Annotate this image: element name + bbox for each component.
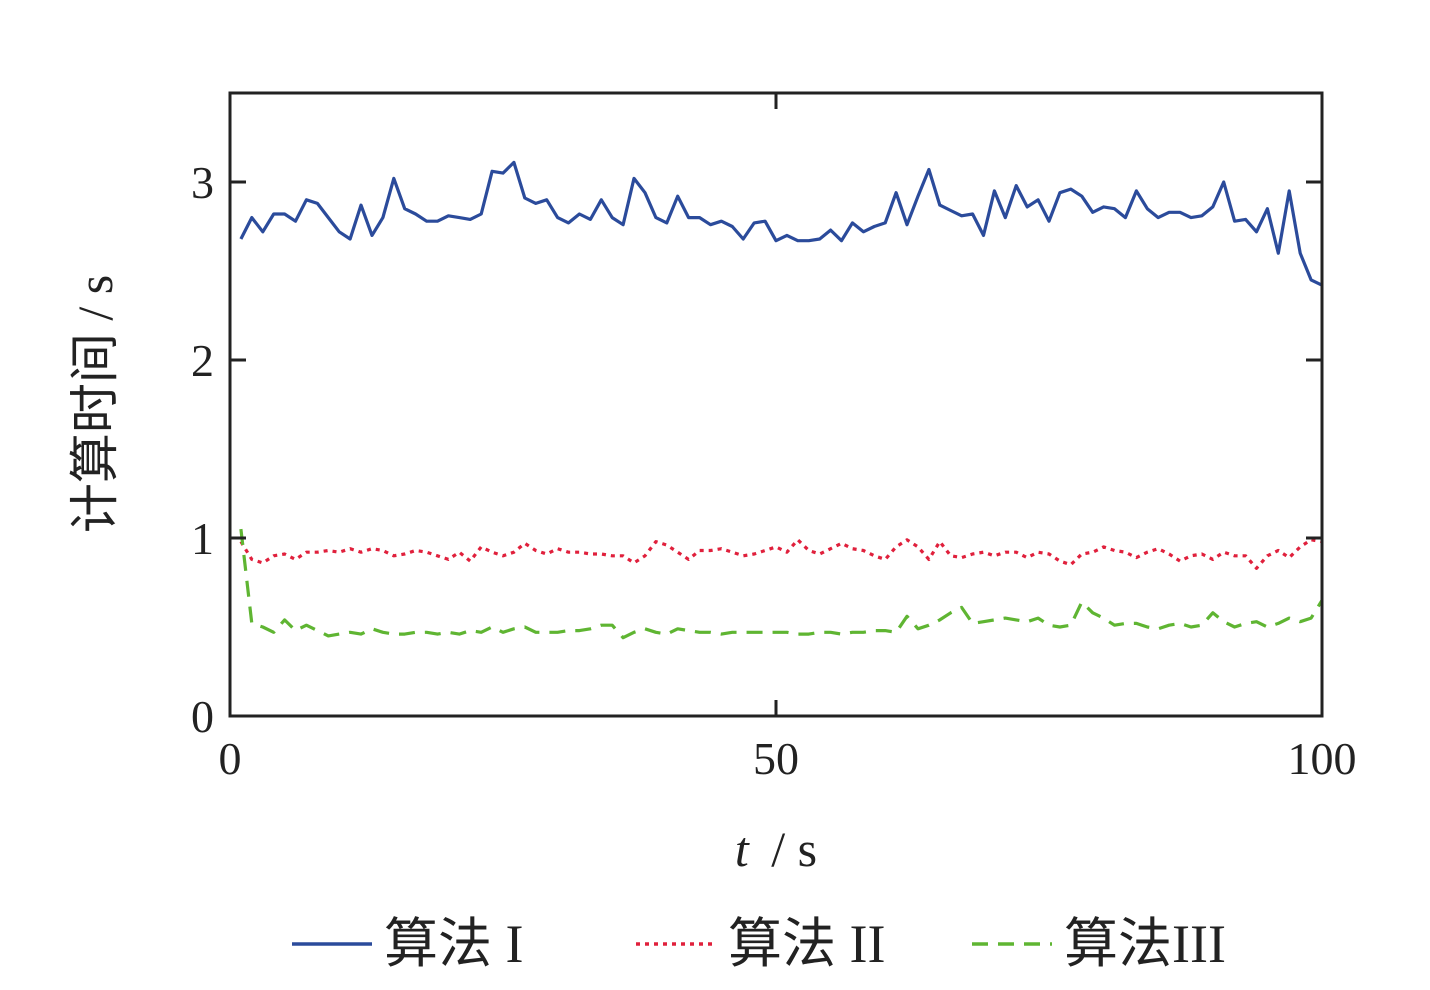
series-line-2 bbox=[239, 538, 1323, 570]
legend-label-2: 算法 II bbox=[728, 914, 885, 974]
y-axis-title: 计算时间 / s bbox=[67, 275, 123, 533]
x-tick-label: 100 bbox=[1288, 733, 1357, 784]
legend-label-3: 算法III bbox=[1064, 914, 1226, 974]
y-tick-label: 0 bbox=[191, 691, 214, 742]
x-axis-unit: / s bbox=[771, 821, 817, 877]
series-line-3 bbox=[239, 528, 1324, 640]
legend-label-1: 算法 I bbox=[384, 914, 523, 974]
x-tick-label: 50 bbox=[753, 733, 799, 784]
legend: 算法 I 算法 II 算法III bbox=[292, 914, 1226, 974]
plot-frame bbox=[228, 91, 1324, 718]
y-tick-label: 3 bbox=[191, 157, 214, 208]
x-axis-title: t / s bbox=[735, 821, 817, 877]
axis-ticks bbox=[230, 93, 1322, 716]
series-line-1 bbox=[239, 160, 1323, 287]
axis-tick-labels: 0 50 100 0 1 2 3 bbox=[191, 157, 1357, 784]
x-axis-variable: t bbox=[735, 821, 750, 877]
x-tick-label: 0 bbox=[219, 733, 242, 784]
y-tick-label: 2 bbox=[191, 335, 214, 386]
plot-lines bbox=[239, 160, 1324, 640]
y-tick-label: 1 bbox=[191, 513, 214, 564]
